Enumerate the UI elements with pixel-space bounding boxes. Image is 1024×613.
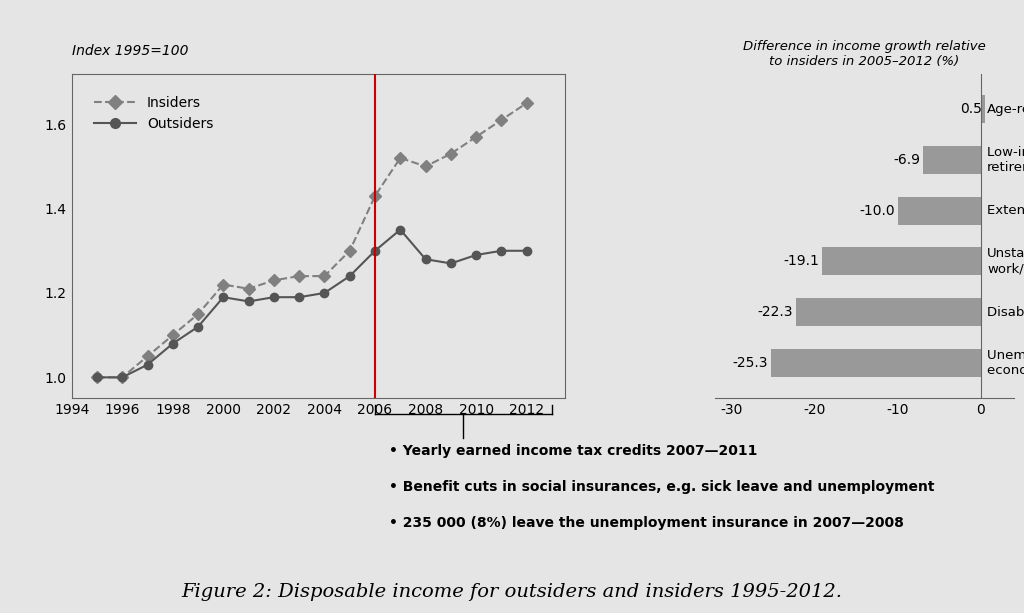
- Text: Unstable
work/nonwork: Unstable work/nonwork: [987, 248, 1024, 275]
- Text: -25.3: -25.3: [732, 356, 768, 370]
- Text: • 235 000 (8%) leave the unemployment insurance in 2007—2008: • 235 000 (8%) leave the unemployment in…: [389, 516, 904, 530]
- Bar: [771, 349, 981, 377]
- Text: • Yearly earned income tax credits 2007—2011: • Yearly earned income tax credits 2007—…: [389, 444, 758, 459]
- Text: Figure 2: Disposable income for outsiders and insiders 1995-2012.: Figure 2: Disposable income for outsider…: [181, 583, 843, 601]
- Bar: [981, 95, 985, 123]
- Text: -10.0: -10.0: [859, 204, 895, 218]
- Text: Age-retirement: Age-retirement: [987, 102, 1024, 116]
- Legend: Insiders, Outsiders: Insiders, Outsiders: [88, 90, 219, 136]
- Text: Unemployed or
economically inactive: Unemployed or economically inactive: [987, 349, 1024, 377]
- Text: • Benefit cuts in social insurances, e.g. sick leave and unemployment: • Benefit cuts in social insurances, e.g…: [389, 480, 935, 494]
- Title: Difference in income growth relative
to insiders in 2005–2012 (%): Difference in income growth relative to …: [743, 40, 986, 68]
- Text: -22.3: -22.3: [758, 305, 793, 319]
- Text: Extensive sick leave: Extensive sick leave: [987, 204, 1024, 217]
- Bar: [898, 197, 981, 224]
- Text: Index 1995=100: Index 1995=100: [72, 44, 188, 58]
- Bar: [822, 248, 981, 275]
- Text: Disability insurance: Disability insurance: [987, 306, 1024, 319]
- Text: -19.1: -19.1: [783, 254, 819, 268]
- Text: -6.9: -6.9: [894, 153, 921, 167]
- Bar: [924, 146, 981, 174]
- Text: Low-income age
retirement: Low-income age retirement: [987, 146, 1024, 174]
- Text: 0.5: 0.5: [961, 102, 982, 116]
- Bar: [796, 298, 981, 326]
